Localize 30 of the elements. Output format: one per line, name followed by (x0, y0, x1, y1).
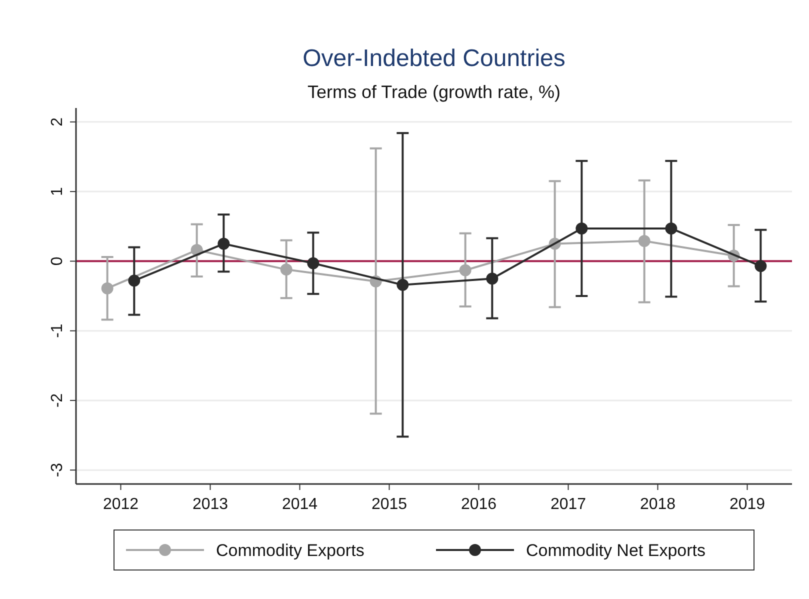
point (280, 264, 292, 276)
point (754, 260, 767, 272)
x-tick-label: 2019 (729, 496, 766, 513)
x-tick-label: 2017 (550, 496, 586, 513)
point (218, 238, 230, 250)
point (638, 234, 650, 247)
point (486, 272, 498, 285)
legend-label: Commodity Exports (216, 541, 364, 560)
point (396, 278, 409, 291)
y-tick-label: 2 (49, 117, 66, 126)
y-tick-label: -3 (49, 462, 66, 478)
y-tick-label: 0 (49, 256, 66, 266)
y-tick-label: 1 (49, 187, 66, 196)
point (665, 222, 678, 234)
chart-title: Over-Indebted Countries (302, 45, 566, 72)
x-tick-label: 2016 (460, 496, 497, 513)
legend-label: Commodity Net Exports (526, 541, 706, 560)
point (307, 257, 320, 270)
chart-subtitle: Terms of Trade (growth rate, %) (307, 82, 561, 102)
x-tick-label: 2015 (371, 496, 408, 513)
y-tick-label: -2 (49, 393, 66, 408)
x-tick-label: 2013 (192, 496, 228, 513)
point (101, 282, 114, 294)
x-tick-label: 2018 (640, 496, 676, 513)
x-tick-label: 2014 (282, 496, 318, 513)
y-tick-label: -1 (49, 324, 66, 338)
point (576, 222, 588, 234)
point (128, 274, 140, 287)
point (459, 264, 472, 276)
x-tick-label: 2012 (102, 496, 139, 513)
